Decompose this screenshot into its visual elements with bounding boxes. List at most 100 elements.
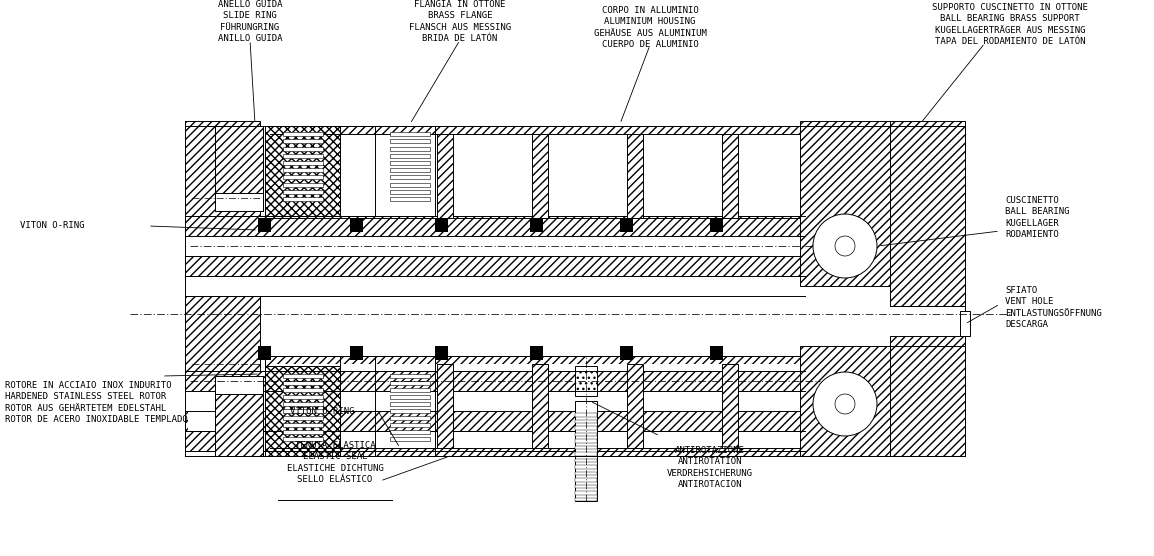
Bar xyxy=(390,147,430,151)
Bar xyxy=(627,364,643,448)
Bar xyxy=(283,182,323,187)
Bar xyxy=(215,126,263,211)
Text: ROTORE IN ACCIAIO INOX INDURITO
HARDENED STAINLESS STEEL ROTOR
ROTOR AUS GEHÄRTE: ROTORE IN ACCIAIO INOX INDURITO HARDENED… xyxy=(5,381,188,424)
Bar xyxy=(390,423,430,427)
Bar xyxy=(435,346,448,360)
Bar xyxy=(270,364,800,448)
Bar xyxy=(575,484,597,488)
Circle shape xyxy=(814,214,877,278)
Bar xyxy=(283,374,323,378)
Bar xyxy=(265,126,340,216)
Bar xyxy=(575,459,597,462)
Bar xyxy=(620,218,634,232)
Bar xyxy=(283,140,323,143)
Bar xyxy=(283,395,323,399)
Bar xyxy=(575,413,597,416)
Bar xyxy=(575,445,597,449)
Bar xyxy=(530,346,544,360)
Bar xyxy=(258,218,271,232)
Bar xyxy=(575,419,597,423)
Text: ANELLO GUIDA
SLIDE RING
FÜHRUNGRING
ANILLO GUIDA: ANELLO GUIDA SLIDE RING FÜHRUNGRING ANIL… xyxy=(218,0,283,43)
Bar xyxy=(283,197,323,201)
Bar xyxy=(575,491,597,494)
Bar xyxy=(390,388,430,392)
Bar xyxy=(283,381,323,385)
Bar xyxy=(283,402,323,406)
Bar xyxy=(575,433,597,436)
Bar xyxy=(283,175,323,180)
Bar xyxy=(265,366,340,456)
Bar xyxy=(185,391,805,411)
Bar xyxy=(575,478,597,481)
Bar xyxy=(437,364,454,448)
Bar xyxy=(215,193,263,211)
Bar xyxy=(390,132,430,136)
Bar xyxy=(283,132,323,136)
Bar xyxy=(390,190,430,194)
Bar xyxy=(265,126,965,226)
Bar xyxy=(532,134,548,218)
Bar xyxy=(185,216,805,236)
Bar xyxy=(283,147,323,151)
Bar xyxy=(390,140,430,143)
Text: ANTIROTAZIONE
ANTIROTATION
VERDREHSICHERUNG
ANTIROTACION: ANTIROTAZIONE ANTIROTATION VERDREHSICHER… xyxy=(667,446,754,489)
Bar xyxy=(800,121,890,286)
Text: VITON O-RING: VITON O-RING xyxy=(290,406,354,415)
Bar xyxy=(575,401,597,501)
Bar xyxy=(390,437,430,441)
Bar xyxy=(283,388,323,392)
Text: CORPO IN ALLUMINIO
ALUMINIUM HOUSING
GEHÄUSE AUS ALUMINIUM
CUERPO DE ALUMINIO: CORPO IN ALLUMINIO ALUMINIUM HOUSING GEH… xyxy=(593,6,706,49)
Bar xyxy=(435,218,448,232)
Bar xyxy=(283,168,323,172)
Bar xyxy=(350,218,364,232)
Bar xyxy=(283,190,323,194)
Bar xyxy=(710,218,724,232)
Bar xyxy=(188,391,257,431)
Bar xyxy=(283,154,323,158)
Bar xyxy=(390,395,430,399)
Bar xyxy=(390,430,430,434)
Bar xyxy=(185,411,805,431)
Bar xyxy=(390,182,430,187)
Bar xyxy=(390,161,430,165)
Bar xyxy=(530,218,544,232)
Text: CUSCINETTO
BALL BEARING
KUGELLAGER
RODAMIENTO: CUSCINETTO BALL BEARING KUGELLAGER RODAM… xyxy=(1005,196,1070,239)
Text: FLANGIA IN OTTONE
BRASS FLANGE
FLANSCH AUS MESSING
BRIDA DE LATÓN: FLANGIA IN OTTONE BRASS FLANGE FLANSCH A… xyxy=(409,0,511,43)
Text: VITON O-RING: VITON O-RING xyxy=(20,221,84,231)
Bar xyxy=(283,430,323,434)
Text: TENUTA ELASTICA
ELASTIC SEAL
ELASTICHE DICHTUNG
SELLO ELÁSTICO: TENUTA ELASTICA ELASTIC SEAL ELASTICHE D… xyxy=(286,441,383,484)
Bar xyxy=(283,416,323,420)
Bar xyxy=(575,471,597,475)
Bar xyxy=(390,416,430,420)
Bar xyxy=(800,346,890,456)
Bar xyxy=(437,134,454,218)
Bar xyxy=(390,381,430,385)
Bar xyxy=(185,371,805,391)
Bar xyxy=(390,154,430,158)
Bar xyxy=(532,364,548,448)
Bar xyxy=(215,376,263,394)
Bar xyxy=(185,236,805,256)
Bar xyxy=(575,426,597,429)
Bar xyxy=(575,465,597,469)
Bar xyxy=(890,336,965,456)
Bar xyxy=(283,423,323,427)
Bar xyxy=(627,134,643,218)
Bar xyxy=(575,366,597,396)
Bar xyxy=(575,498,597,501)
Bar xyxy=(215,376,263,456)
Bar xyxy=(890,121,965,306)
Bar xyxy=(185,296,260,451)
Bar xyxy=(620,346,634,360)
Circle shape xyxy=(814,372,877,436)
Circle shape xyxy=(835,394,855,414)
Bar xyxy=(188,236,257,256)
Bar xyxy=(390,168,430,172)
Bar xyxy=(390,409,430,413)
Bar xyxy=(270,134,800,218)
Bar xyxy=(283,437,323,441)
Bar xyxy=(283,409,323,413)
Bar xyxy=(265,356,965,456)
Bar xyxy=(722,364,739,448)
Bar xyxy=(390,197,430,201)
